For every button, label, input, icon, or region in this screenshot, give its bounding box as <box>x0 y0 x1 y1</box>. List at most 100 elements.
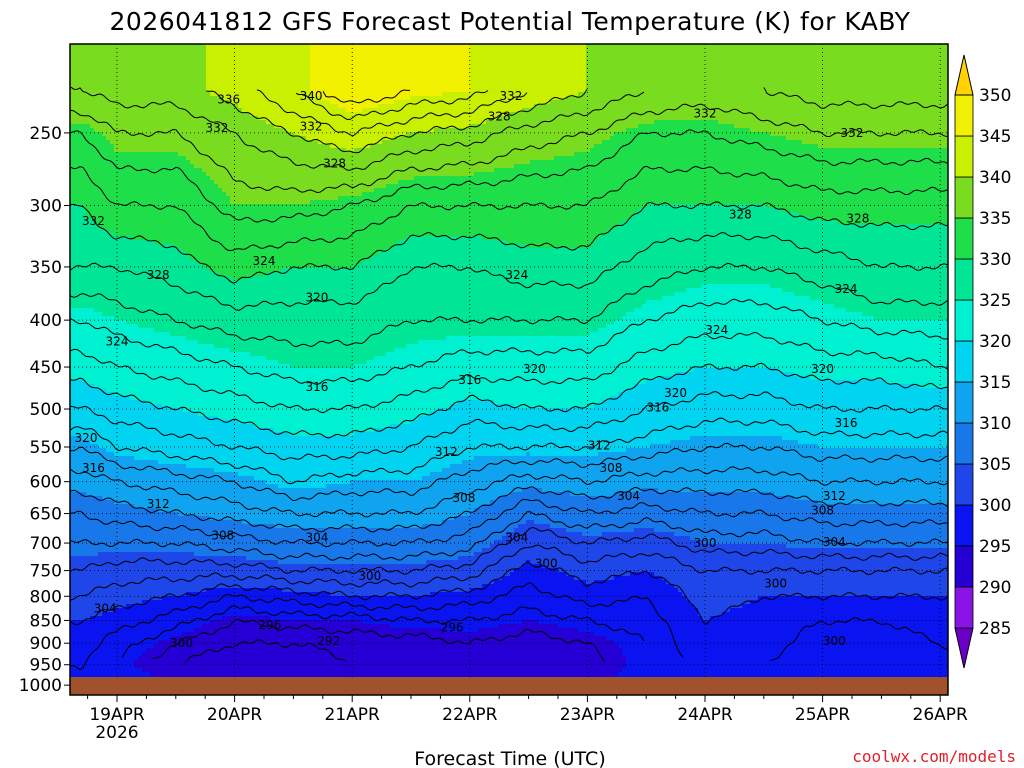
field-cell <box>814 60 819 65</box>
field-cell <box>94 60 99 65</box>
field-cell <box>226 60 231 65</box>
field-cell <box>358 48 363 53</box>
field-cell <box>438 48 443 53</box>
field-cell <box>642 48 647 53</box>
field-cell <box>550 60 555 65</box>
field-cell <box>750 48 755 53</box>
field-cell <box>918 48 923 53</box>
field-cell <box>510 64 515 69</box>
field-cell <box>102 64 107 69</box>
field-cell <box>410 52 415 57</box>
field-cell <box>646 48 651 53</box>
field-cell <box>734 60 739 65</box>
field-cell <box>322 48 327 53</box>
field-cell <box>394 52 399 57</box>
field-cell <box>594 48 599 53</box>
field-cell <box>618 56 623 61</box>
field-cell <box>222 64 227 69</box>
field-cell <box>454 52 459 57</box>
field-cell <box>930 48 935 53</box>
field-cell <box>878 60 883 65</box>
field-cell <box>322 60 327 65</box>
field-cell <box>286 60 291 65</box>
field-cell <box>514 60 519 65</box>
field-cell <box>906 52 911 57</box>
field-cell <box>454 56 459 61</box>
field-cell <box>238 56 243 61</box>
field-cell <box>326 56 331 61</box>
field-cell <box>570 56 575 61</box>
field-cell <box>746 52 751 57</box>
field-cell <box>190 64 195 69</box>
field-cell <box>270 64 275 69</box>
field-cell <box>626 60 631 65</box>
field-cell <box>878 48 883 53</box>
field-cell <box>122 56 127 61</box>
field-cell <box>678 52 683 57</box>
field-cell <box>650 60 655 65</box>
field-cell <box>582 48 587 53</box>
field-cell <box>346 52 351 57</box>
field-cell <box>574 56 579 61</box>
field-cell <box>834 52 839 57</box>
field-cell <box>534 48 539 53</box>
field-cell <box>630 56 635 61</box>
field-cell <box>554 48 559 53</box>
field-cell <box>806 56 811 61</box>
field-cell <box>458 60 463 65</box>
field-cell <box>294 56 299 61</box>
field-cell <box>106 60 111 65</box>
field-cell <box>138 64 143 69</box>
field-cell <box>510 48 515 53</box>
field-cell <box>558 48 563 53</box>
field-cell <box>106 64 111 69</box>
field-cell <box>418 52 423 57</box>
field-cell <box>890 48 895 53</box>
field-cell <box>810 56 815 61</box>
field-cell <box>290 64 295 69</box>
field-cell <box>90 60 95 65</box>
field-cell <box>242 52 247 57</box>
field-cell <box>374 60 379 65</box>
field-cell <box>826 52 831 57</box>
field-cell <box>578 56 583 61</box>
field-cell <box>902 60 907 65</box>
field-cell <box>438 60 443 65</box>
field-cell <box>522 48 527 53</box>
field-cell <box>90 64 95 69</box>
field-cell <box>662 48 667 53</box>
field-cell <box>314 56 319 61</box>
field-cell <box>646 52 651 57</box>
field-cell <box>894 56 899 61</box>
field-cell <box>78 64 83 69</box>
field-cell <box>102 60 107 65</box>
field-cell <box>926 60 931 65</box>
field-cell <box>374 64 379 69</box>
field-cell <box>210 60 215 65</box>
field-cell <box>166 52 171 57</box>
field-cell <box>858 52 863 57</box>
field-cell <box>182 48 187 53</box>
field-cell <box>530 48 535 53</box>
field-cell <box>458 56 463 61</box>
field-cell <box>554 60 559 65</box>
field-cell <box>778 52 783 57</box>
field-cell <box>418 48 423 53</box>
field-cell <box>510 52 515 57</box>
field-cell <box>102 48 107 53</box>
field-cell <box>306 56 311 61</box>
field-cell <box>642 52 647 57</box>
field-cell <box>294 60 299 65</box>
field-cell <box>398 60 403 65</box>
field-cell <box>174 48 179 53</box>
field-cell <box>614 60 619 65</box>
field-cell <box>854 48 859 53</box>
field-cell <box>442 52 447 57</box>
field-cell <box>654 52 659 57</box>
field-cell <box>486 48 491 53</box>
field-cell <box>698 52 703 57</box>
field-cell <box>150 52 155 57</box>
field-cell <box>814 48 819 53</box>
field-cell <box>130 48 135 53</box>
field-cell <box>374 56 379 61</box>
